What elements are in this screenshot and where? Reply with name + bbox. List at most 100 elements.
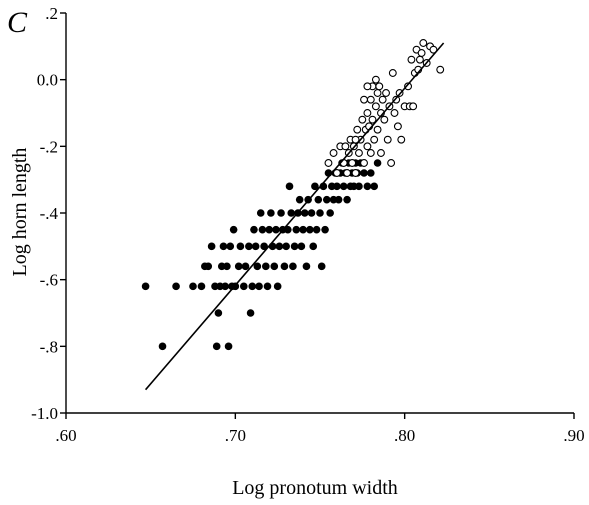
filled-data-point xyxy=(245,243,253,251)
y-tick-label: .2 xyxy=(45,4,58,23)
x-axis-label: Log pronotum width xyxy=(232,477,398,499)
filled-data-point xyxy=(204,263,212,271)
filled-data-point xyxy=(142,283,150,291)
filled-data-point xyxy=(189,283,197,291)
filled-data-point xyxy=(242,263,250,271)
filled-data-point xyxy=(340,183,348,191)
open-data-point xyxy=(383,90,390,97)
filled-data-point xyxy=(225,343,233,351)
filled-data-point xyxy=(172,283,180,291)
open-data-point xyxy=(417,56,424,63)
open-data-point xyxy=(384,136,391,143)
filled-data-point xyxy=(287,209,295,217)
filled-data-point xyxy=(321,226,329,234)
open-data-point xyxy=(378,150,385,157)
y-tick-label: -.8 xyxy=(40,337,58,356)
filled-data-point xyxy=(221,283,229,291)
filled-data-point xyxy=(220,243,228,251)
open-data-point xyxy=(376,83,383,90)
open-data-point xyxy=(354,126,361,133)
filled-data-point xyxy=(291,243,299,251)
filled-data-point xyxy=(277,209,285,217)
open-data-point xyxy=(408,56,415,63)
filled-data-point xyxy=(272,226,280,234)
open-data-point xyxy=(364,83,371,90)
open-data-point xyxy=(325,160,332,167)
open-data-point xyxy=(356,150,363,157)
open-data-point xyxy=(418,50,425,57)
x-ticks: .60 .70 .80 .90 xyxy=(55,413,584,445)
filled-data-point xyxy=(289,263,297,271)
open-data-point xyxy=(359,116,366,123)
y-tick-label: -.2 xyxy=(40,137,58,156)
filled-data-point xyxy=(308,209,316,217)
open-data-point xyxy=(364,110,371,117)
filled-data-point xyxy=(230,226,238,234)
filled-data-point xyxy=(298,243,306,251)
filled-data-point xyxy=(248,283,256,291)
filled-data-point xyxy=(252,243,260,251)
filled-data-point xyxy=(313,226,321,234)
open-data-point xyxy=(388,160,395,167)
open-data-point xyxy=(372,103,379,110)
open-data-point xyxy=(437,66,444,73)
open-data-point xyxy=(391,110,398,117)
open-data-point xyxy=(367,96,374,103)
filled-data-point xyxy=(316,209,324,217)
open-points-series xyxy=(325,40,444,177)
filled-data-point xyxy=(247,309,255,317)
open-data-point xyxy=(364,143,371,150)
open-data-point xyxy=(381,116,388,123)
y-axis-label: Log horn length xyxy=(9,148,31,277)
y-tick-label: -1.0 xyxy=(31,404,58,423)
filled-data-point xyxy=(315,196,323,204)
y-tick-label: 0.0 xyxy=(37,71,58,90)
open-data-point xyxy=(374,126,381,133)
open-data-point xyxy=(330,150,337,157)
filled-data-point xyxy=(299,226,307,234)
x-tick-label: .70 xyxy=(225,426,246,445)
filled-data-point xyxy=(276,243,284,251)
filled-data-point xyxy=(226,243,234,251)
filled-data-point xyxy=(282,243,290,251)
open-data-point xyxy=(352,170,359,177)
filled-data-point xyxy=(198,283,206,291)
filled-data-point xyxy=(215,309,223,317)
filled-data-point xyxy=(355,183,363,191)
filled-data-point xyxy=(213,343,221,351)
filled-data-point xyxy=(255,283,263,291)
y-ticks: -1.0 -.8 -.6 -.4 -.2 0.0 .2 xyxy=(31,4,66,423)
filled-data-point xyxy=(360,169,368,177)
filled-data-point xyxy=(267,209,275,217)
filled-data-point xyxy=(237,243,245,251)
filled-data-point xyxy=(323,196,331,204)
open-data-point xyxy=(361,160,368,167)
open-data-point xyxy=(367,150,374,157)
panel-letter: C xyxy=(7,6,28,39)
filled-data-point xyxy=(370,183,378,191)
filled-data-point xyxy=(208,243,216,251)
filled-data-point xyxy=(235,263,243,271)
filled-data-point xyxy=(270,263,278,271)
filled-data-point xyxy=(335,196,343,204)
filled-data-point xyxy=(240,283,248,291)
open-data-point xyxy=(410,103,417,110)
filled-data-point xyxy=(296,196,304,204)
filled-data-point xyxy=(343,196,351,204)
open-data-point xyxy=(420,40,427,47)
x-tick-label: .90 xyxy=(563,426,584,445)
filled-data-point xyxy=(318,263,326,271)
filled-data-point xyxy=(259,226,267,234)
filled-data-point xyxy=(257,209,265,217)
open-data-point xyxy=(394,123,401,130)
open-data-point xyxy=(349,160,356,167)
open-data-point xyxy=(344,170,351,177)
filled-data-point xyxy=(306,226,314,234)
filled-data-point xyxy=(301,209,309,217)
open-data-point xyxy=(379,96,386,103)
filled-data-point xyxy=(326,209,334,217)
filled-data-point xyxy=(264,283,272,291)
filled-data-point xyxy=(303,263,311,271)
x-tick-label: .60 xyxy=(55,426,76,445)
